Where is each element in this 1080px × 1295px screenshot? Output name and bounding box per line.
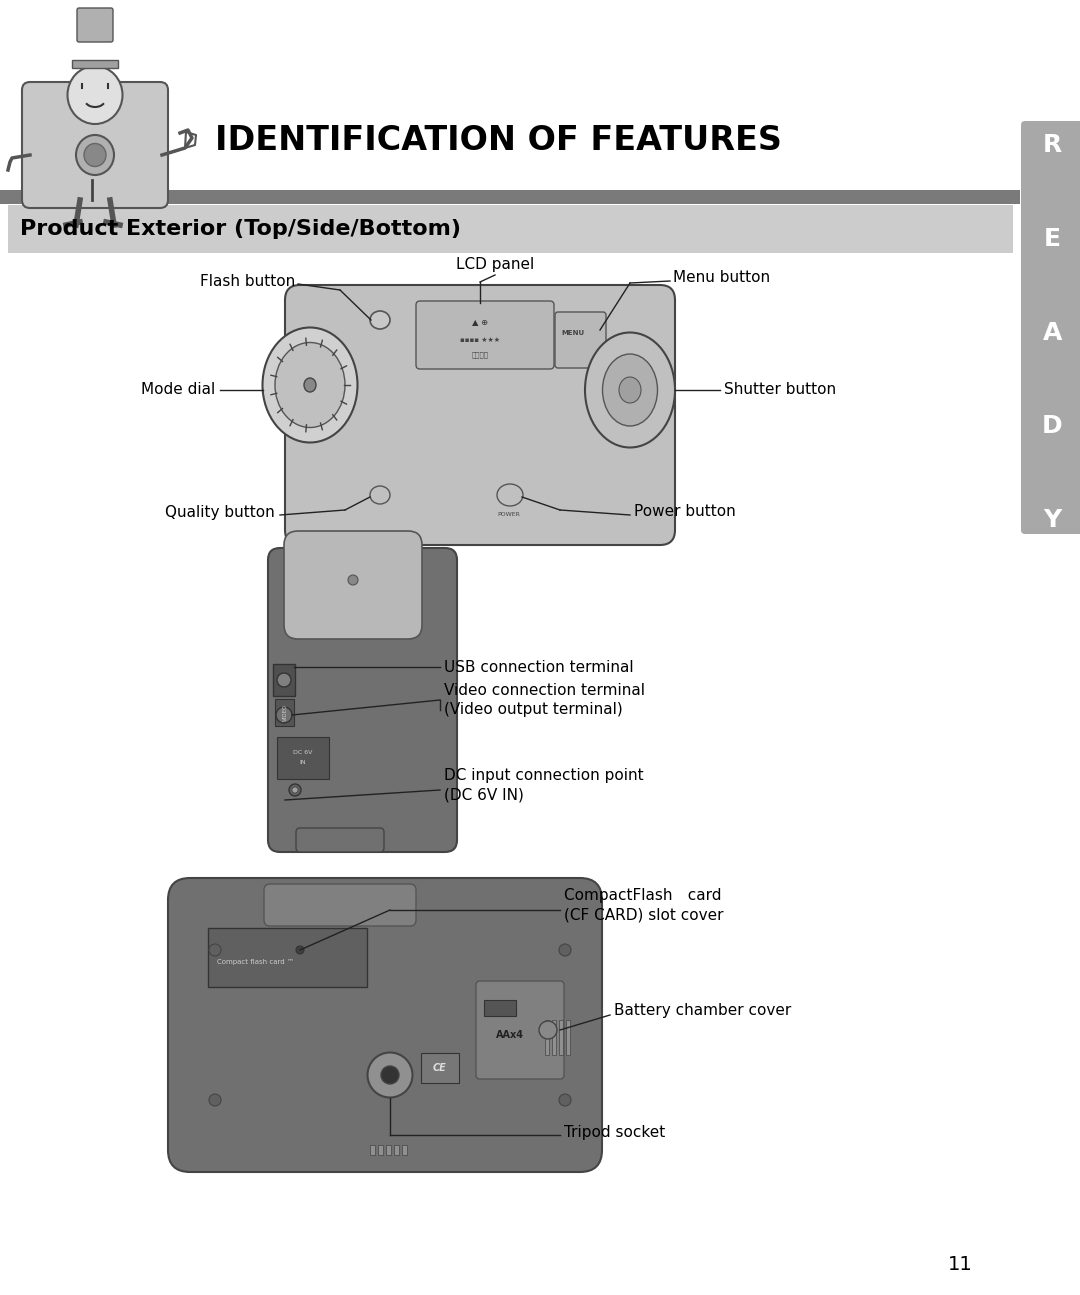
FancyBboxPatch shape	[421, 1053, 459, 1083]
Text: USB connection terminal: USB connection terminal	[444, 659, 634, 675]
Ellipse shape	[276, 707, 292, 723]
Ellipse shape	[559, 1094, 571, 1106]
Ellipse shape	[370, 486, 390, 504]
Text: Menu button: Menu button	[673, 271, 770, 285]
Ellipse shape	[210, 1094, 221, 1106]
Text: LCD panel: LCD panel	[456, 256, 535, 272]
FancyBboxPatch shape	[208, 929, 367, 987]
Text: E: E	[1044, 227, 1061, 251]
Ellipse shape	[367, 1053, 413, 1097]
FancyBboxPatch shape	[555, 312, 606, 368]
Text: AAx4: AAx4	[496, 1030, 524, 1040]
Text: CompactFlash card
(CF CARD) slot cover: CompactFlash card (CF CARD) slot cover	[564, 887, 724, 922]
FancyBboxPatch shape	[394, 1145, 399, 1155]
Text: 11: 11	[947, 1255, 972, 1274]
FancyBboxPatch shape	[370, 1145, 375, 1155]
FancyBboxPatch shape	[268, 548, 457, 852]
Ellipse shape	[296, 947, 303, 954]
FancyBboxPatch shape	[284, 531, 422, 638]
Text: VIDEO: VIDEO	[283, 703, 287, 720]
FancyBboxPatch shape	[402, 1145, 407, 1155]
FancyBboxPatch shape	[484, 1000, 516, 1017]
Text: A: A	[1043, 320, 1063, 344]
FancyBboxPatch shape	[8, 205, 1013, 253]
Ellipse shape	[497, 484, 523, 506]
Ellipse shape	[559, 944, 571, 956]
Text: D: D	[1042, 414, 1063, 438]
FancyBboxPatch shape	[285, 285, 675, 545]
FancyBboxPatch shape	[416, 300, 554, 369]
Text: Video connection terminal
(Video output terminal): Video connection terminal (Video output …	[444, 682, 645, 717]
Text: Power button: Power button	[634, 505, 735, 519]
FancyBboxPatch shape	[77, 8, 113, 41]
FancyBboxPatch shape	[566, 1020, 570, 1055]
Text: IN: IN	[299, 760, 307, 765]
FancyBboxPatch shape	[275, 699, 294, 726]
FancyBboxPatch shape	[476, 982, 564, 1079]
Ellipse shape	[370, 311, 390, 329]
Text: Product Exterior (Top/Side/Bottom): Product Exterior (Top/Side/Bottom)	[21, 219, 461, 240]
Text: ⬛⬛⬛⬛: ⬛⬛⬛⬛	[472, 352, 488, 359]
Text: DC 6V: DC 6V	[294, 750, 313, 755]
FancyBboxPatch shape	[273, 664, 295, 695]
FancyBboxPatch shape	[386, 1145, 391, 1155]
Text: CE: CE	[433, 1063, 447, 1074]
Ellipse shape	[348, 575, 357, 585]
Text: IDENTIFICATION OF FEATURES: IDENTIFICATION OF FEATURES	[215, 123, 782, 157]
FancyBboxPatch shape	[264, 884, 416, 926]
Text: ▲ ⊕: ▲ ⊕	[472, 319, 488, 328]
Ellipse shape	[381, 1066, 399, 1084]
Ellipse shape	[76, 135, 114, 175]
Ellipse shape	[262, 328, 357, 443]
Ellipse shape	[603, 354, 658, 426]
Ellipse shape	[292, 787, 298, 793]
Ellipse shape	[585, 333, 675, 448]
Text: Quality button: Quality button	[165, 505, 275, 519]
FancyBboxPatch shape	[168, 878, 602, 1172]
Ellipse shape	[275, 342, 345, 427]
Text: Tripod socket: Tripod socket	[564, 1124, 665, 1140]
Ellipse shape	[276, 673, 291, 688]
Ellipse shape	[289, 783, 301, 796]
Text: Mode dial: Mode dial	[140, 382, 215, 398]
Text: Shutter button: Shutter button	[724, 382, 836, 398]
Text: Y: Y	[1043, 508, 1062, 532]
FancyBboxPatch shape	[276, 737, 329, 780]
Text: Compact flash card ™: Compact flash card ™	[217, 960, 294, 965]
FancyBboxPatch shape	[1021, 120, 1080, 534]
Ellipse shape	[539, 1020, 557, 1039]
Text: DC input connection point
(DC 6V IN): DC input connection point (DC 6V IN)	[444, 768, 644, 803]
Ellipse shape	[210, 944, 221, 956]
FancyBboxPatch shape	[545, 1020, 549, 1055]
Text: R: R	[1043, 133, 1062, 157]
Ellipse shape	[67, 66, 122, 124]
FancyBboxPatch shape	[72, 60, 118, 69]
FancyBboxPatch shape	[552, 1020, 556, 1055]
FancyBboxPatch shape	[0, 190, 1020, 205]
FancyBboxPatch shape	[378, 1145, 383, 1155]
FancyBboxPatch shape	[296, 828, 384, 852]
Text: Flash button: Flash button	[200, 273, 295, 289]
Text: ▪▪▪▪ ★★★: ▪▪▪▪ ★★★	[460, 337, 500, 343]
Text: POWER: POWER	[498, 513, 521, 518]
Ellipse shape	[619, 377, 642, 403]
FancyBboxPatch shape	[559, 1020, 563, 1055]
Text: MENU: MENU	[561, 330, 584, 335]
FancyBboxPatch shape	[22, 82, 168, 208]
Ellipse shape	[84, 144, 106, 167]
Ellipse shape	[303, 378, 316, 392]
Text: Battery chamber cover: Battery chamber cover	[615, 1002, 792, 1018]
